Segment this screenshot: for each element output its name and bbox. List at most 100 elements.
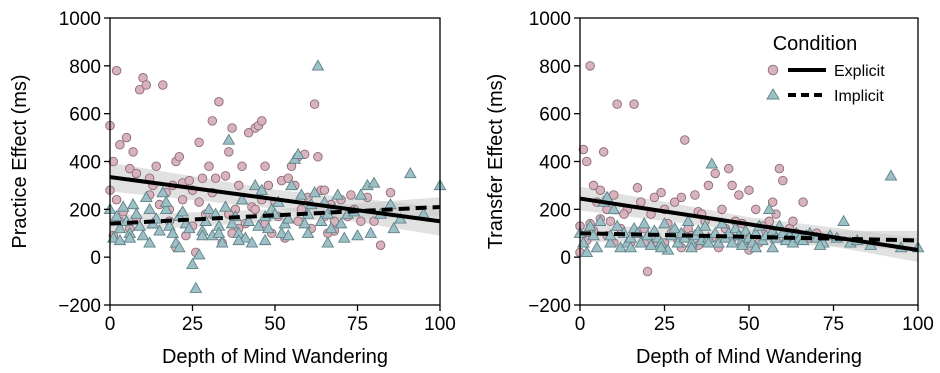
data-point-explicit bbox=[788, 216, 798, 227]
data-point-implicit bbox=[354, 188, 368, 200]
y-tick-label: 400 bbox=[69, 153, 101, 174]
data-point-implicit bbox=[126, 198, 140, 210]
data-point-implicit bbox=[668, 221, 682, 234]
data-point-implicit bbox=[624, 241, 638, 253]
data-point-explicit bbox=[174, 151, 185, 162]
y-tick-label: 1000 bbox=[529, 9, 571, 30]
data-point-explicit bbox=[313, 151, 323, 162]
x-tick-label: 75 bbox=[347, 314, 368, 335]
data-point-implicit bbox=[219, 200, 232, 212]
x-axis-label: Depth of Mind Wandering bbox=[162, 346, 388, 368]
data-point-implicit bbox=[637, 217, 651, 229]
legend-item-explicit: Explicit bbox=[767, 63, 885, 80]
y-tick-label: 600 bbox=[69, 105, 101, 126]
data-point-explicit bbox=[598, 147, 609, 157]
y-tick-label: 0 bbox=[90, 248, 101, 269]
regression-line-explicit bbox=[579, 196, 919, 252]
data-point-explicit bbox=[210, 173, 221, 183]
data-point-explicit bbox=[690, 190, 700, 200]
data-point-implicit bbox=[262, 221, 275, 234]
data-point-implicit bbox=[189, 281, 203, 293]
y-tick-label: 200 bbox=[69, 200, 101, 221]
data-point-implicit bbox=[159, 195, 173, 207]
data-point-explicit bbox=[588, 180, 599, 191]
data-point-explicit bbox=[233, 180, 244, 191]
data-point-explicit bbox=[723, 163, 734, 174]
data-point-implicit bbox=[130, 207, 143, 219]
data-point-implicit bbox=[235, 193, 249, 205]
data-point-explicit bbox=[751, 204, 761, 215]
data-point-explicit bbox=[194, 197, 204, 207]
data-point-explicit bbox=[629, 99, 639, 109]
data-point-explicit bbox=[141, 80, 152, 90]
data-point-explicit bbox=[309, 99, 320, 109]
data-point-implicit bbox=[749, 241, 763, 253]
data-point-explicit bbox=[260, 161, 270, 172]
x-tick-label: 0 bbox=[575, 314, 586, 335]
data-point-implicit bbox=[295, 188, 308, 200]
data-point-implicit bbox=[238, 231, 252, 243]
regression-line-explicit bbox=[109, 175, 441, 224]
data-point-implicit bbox=[281, 212, 295, 224]
data-point-explicit bbox=[111, 195, 122, 205]
data-point-implicit bbox=[202, 202, 216, 214]
data-point-implicit bbox=[186, 257, 199, 269]
data-point-implicit bbox=[172, 241, 186, 253]
data-point-implicit bbox=[113, 221, 127, 234]
data-point-explicit bbox=[237, 161, 247, 172]
data-point-implicit bbox=[143, 202, 156, 214]
data-point-implicit bbox=[610, 219, 624, 231]
data-point-explicit bbox=[111, 65, 122, 76]
data-point-explicit bbox=[578, 144, 589, 155]
y-tick-label: 0 bbox=[560, 248, 571, 269]
data-point-explicit bbox=[177, 195, 188, 205]
data-point-implicit bbox=[133, 219, 147, 231]
data-point-implicit bbox=[143, 236, 156, 248]
x-tick-label: 25 bbox=[654, 314, 675, 335]
data-point-implicit bbox=[258, 233, 272, 246]
data-point-explicit bbox=[582, 156, 592, 167]
data-point-explicit bbox=[128, 147, 138, 157]
data-point-explicit bbox=[227, 123, 237, 133]
data-point-implicit bbox=[705, 157, 719, 169]
x-tick-label: 100 bbox=[424, 314, 456, 335]
data-point-explicit bbox=[605, 216, 616, 227]
data-point-explicit bbox=[283, 173, 293, 183]
y-tick-label: 600 bbox=[539, 105, 571, 126]
x-tick-label: 0 bbox=[105, 314, 116, 335]
data-point-implicit bbox=[281, 229, 295, 241]
data-point-implicit bbox=[766, 241, 780, 253]
regression-line-implicit bbox=[109, 204, 441, 226]
data-point-implicit bbox=[176, 205, 189, 217]
data-point-explicit bbox=[158, 80, 168, 90]
data-point-implicit bbox=[123, 231, 137, 243]
data-point-explicit bbox=[214, 96, 224, 107]
data-point-explicit bbox=[375, 240, 386, 250]
data-point-implicit bbox=[837, 214, 851, 226]
data-point-explicit bbox=[798, 197, 808, 207]
data-point-explicit bbox=[636, 197, 646, 207]
data-point-implicit bbox=[113, 233, 127, 246]
x-tick-label: 75 bbox=[823, 314, 844, 335]
data-point-explicit bbox=[612, 99, 622, 109]
legend-title: Condition bbox=[773, 33, 858, 55]
axes-frame bbox=[579, 17, 919, 306]
data-point-explicit bbox=[131, 168, 142, 179]
data-point-implicit bbox=[308, 186, 321, 198]
data-point-explicit bbox=[595, 185, 606, 195]
y-axis-label: Practice Effect (ms) bbox=[9, 74, 31, 248]
data-point-explicit bbox=[207, 116, 218, 126]
data-point-implicit bbox=[225, 217, 239, 229]
data-point-implicit bbox=[255, 183, 269, 195]
data-point-implicit bbox=[762, 202, 776, 214]
data-point-explicit bbox=[369, 216, 379, 227]
y-tick-label: 400 bbox=[539, 153, 571, 174]
data-point-explicit bbox=[356, 216, 366, 227]
data-point-implicit bbox=[403, 166, 417, 179]
y-axis-label: Transfer Effect (ms) bbox=[485, 74, 507, 250]
legend-implicit-label: Implicit bbox=[834, 88, 884, 105]
data-point-explicit bbox=[609, 190, 619, 200]
data-point-implicit bbox=[196, 229, 209, 241]
